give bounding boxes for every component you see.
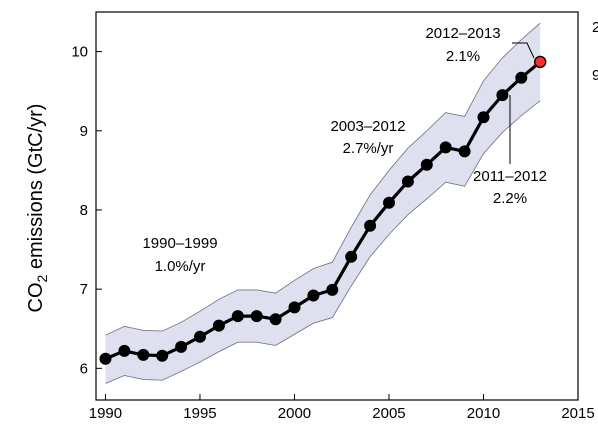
- uncertainty-band-fill: [105, 23, 541, 384]
- x-tick-label: 1990: [89, 405, 122, 422]
- data-point: [212, 319, 225, 332]
- data-point: [515, 71, 528, 84]
- annotation-2011-2012-rate: 2.2%: [493, 190, 527, 207]
- annotation-2012-2013-leader: [512, 42, 535, 59]
- data-point: [288, 301, 301, 314]
- data-point: [156, 349, 169, 362]
- x-tick-label: 2010: [467, 405, 500, 422]
- plot-frame: [95, 11, 579, 401]
- data-point: [420, 158, 433, 171]
- x-axis: 1990 1995 2000 2005 2010 2015: [89, 394, 595, 422]
- data-point: [231, 310, 244, 323]
- annotation-1990-1999: 1990–1999 1.0%/yr: [142, 235, 217, 275]
- data-point: [477, 111, 490, 124]
- annotation-2011-2012: 2011–2012 2.2%: [473, 95, 547, 207]
- annotation-2012-2013-rate: 2.1%: [446, 48, 480, 65]
- y-tick-label: 7: [80, 281, 88, 298]
- data-point: [458, 145, 471, 158]
- data-point: [345, 250, 358, 263]
- annotation-1990-1999-period: 1990–1999: [142, 235, 217, 252]
- annotation-2003-2012-rate: 2.7%/yr: [343, 140, 394, 157]
- y-tick-label: 8: [80, 202, 88, 219]
- y-axis-label: CO2 emissions (GtC/yr): [25, 104, 50, 313]
- data-point: [269, 313, 282, 326]
- data-point: [496, 89, 509, 102]
- y-tick-label: 10: [71, 44, 88, 61]
- x-tick-label: 1995: [183, 405, 216, 422]
- annotation-2012-2013-period: 2012–2013: [425, 25, 500, 42]
- data-point: [383, 196, 395, 209]
- uncertainty-band-upper-edge: [105, 22, 541, 336]
- uncertainty-band: [105, 22, 541, 384]
- annotation-2011-2012-period: 2011–2012: [473, 168, 547, 185]
- data-point: [118, 344, 131, 357]
- data-point: [439, 141, 452, 154]
- annotation-2003-2012-period: 2003–2012: [330, 118, 405, 135]
- annotation-1990-1999-rate: 1.0%/yr: [155, 258, 206, 275]
- data-point: [364, 219, 377, 232]
- data-point: [307, 289, 320, 302]
- data-point: [326, 283, 339, 296]
- uncertainty-band-lower-edge: [105, 100, 541, 384]
- annotation-2012-2013: 2012–2013 2.1%: [425, 25, 535, 65]
- data-point: [250, 310, 263, 323]
- cut-off-text-middle: 9: [592, 67, 598, 84]
- data-point: [401, 175, 414, 188]
- data-point: [194, 330, 206, 343]
- y-axis-label-subscript: 2: [34, 274, 50, 282]
- highlight-point: [534, 55, 547, 69]
- cut-off-text-top: 2: [592, 19, 598, 36]
- x-tick-label: 2000: [278, 405, 311, 422]
- x-tick-label: 2015: [561, 405, 594, 422]
- data-point: [175, 340, 188, 353]
- y-tick-label: 6: [80, 360, 88, 377]
- annotation-2003-2012: 2003–2012 2.7%/yr: [330, 118, 405, 157]
- y-tick-label: 9: [80, 123, 88, 140]
- y-axis: 6 7 8 9 10: [71, 44, 102, 377]
- y-axis-label-main: CO: [25, 282, 47, 312]
- y-axis-label-unit: emissions (GtC/yr): [25, 104, 47, 275]
- emissions-points: [99, 55, 547, 365]
- x-tick-label: 2005: [372, 405, 405, 422]
- data-point: [99, 352, 112, 365]
- data-point: [137, 348, 150, 361]
